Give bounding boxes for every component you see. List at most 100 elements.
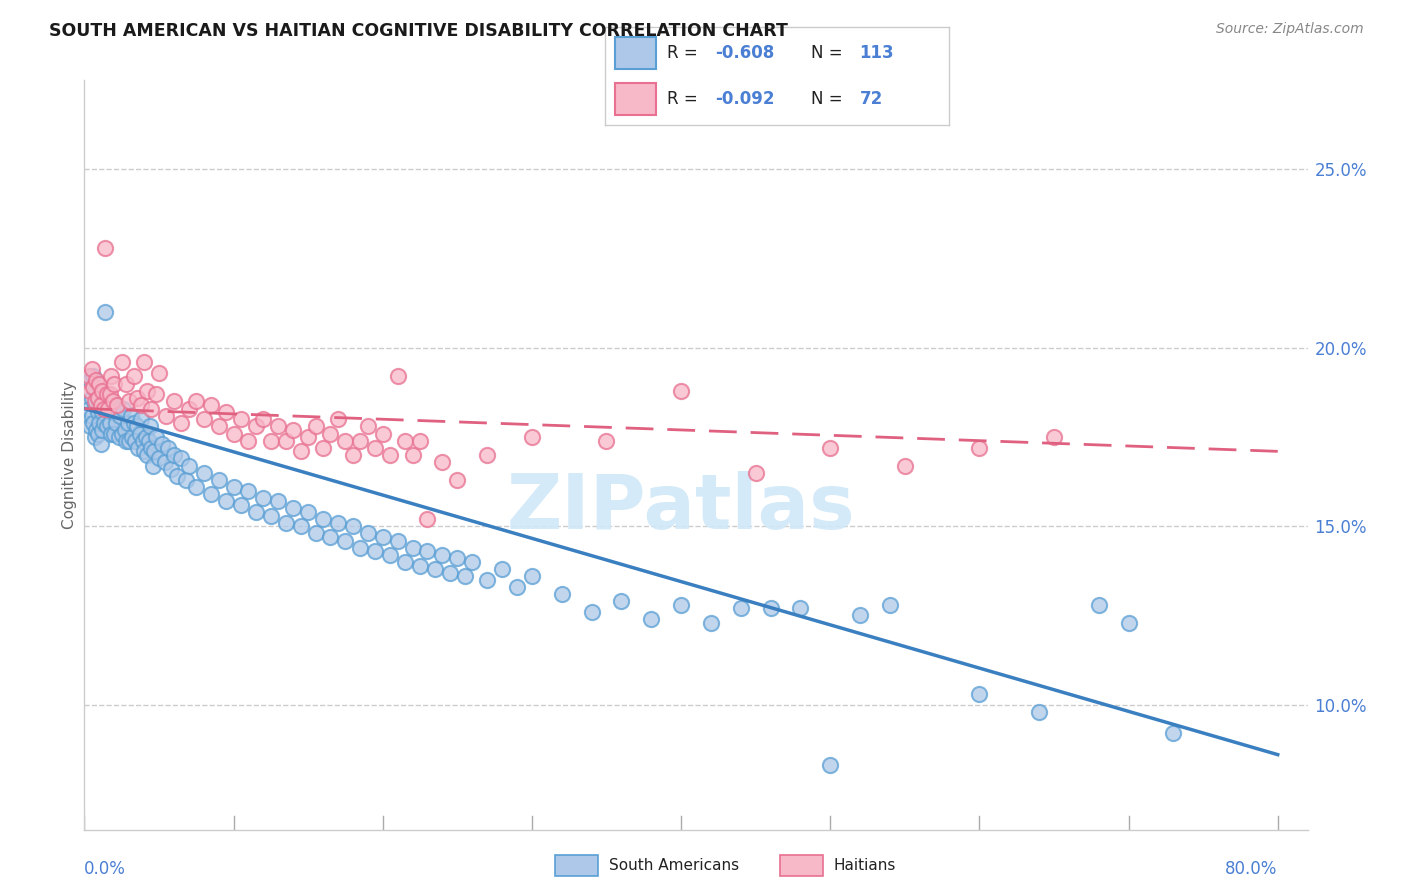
Text: 0.0%: 0.0% <box>84 860 127 878</box>
Point <box>118 434 141 448</box>
Text: South Americans: South Americans <box>609 858 740 872</box>
Point <box>894 458 917 473</box>
Point <box>148 451 170 466</box>
Point <box>319 426 342 441</box>
Point <box>207 473 229 487</box>
Point <box>87 405 110 419</box>
Point <box>475 448 498 462</box>
Point <box>349 541 371 555</box>
Point <box>122 416 145 430</box>
Point <box>82 369 104 384</box>
Point <box>97 401 120 416</box>
Text: R =: R = <box>666 90 703 108</box>
Point <box>669 598 692 612</box>
Point <box>142 458 165 473</box>
Point <box>335 533 357 548</box>
Point <box>101 394 124 409</box>
Point <box>193 412 215 426</box>
Point <box>80 391 103 405</box>
Point <box>79 384 101 398</box>
Point <box>238 483 260 498</box>
Point <box>163 394 186 409</box>
Point <box>84 384 107 398</box>
Point <box>364 544 387 558</box>
Point <box>349 434 371 448</box>
Point <box>96 398 118 412</box>
Point <box>969 687 991 701</box>
Point <box>297 505 319 519</box>
Point <box>475 573 498 587</box>
Point <box>520 569 543 583</box>
Point <box>80 409 103 423</box>
Point <box>304 526 326 541</box>
Bar <box>614 83 657 115</box>
Point <box>127 441 149 455</box>
Point <box>229 412 252 426</box>
Point <box>432 455 454 469</box>
Point <box>79 419 101 434</box>
Point <box>245 505 267 519</box>
Point <box>132 355 155 369</box>
Point <box>143 444 166 458</box>
Point <box>423 562 446 576</box>
Point <box>121 430 143 444</box>
Point <box>114 423 136 437</box>
Point <box>342 448 364 462</box>
Point <box>215 494 238 508</box>
Point <box>730 601 752 615</box>
Point <box>879 598 901 612</box>
Point <box>394 434 416 448</box>
Point <box>89 376 111 391</box>
Point <box>80 362 103 376</box>
Point <box>115 376 138 391</box>
Point <box>818 441 841 455</box>
Point <box>357 526 380 541</box>
Point <box>84 423 107 437</box>
Point <box>461 555 484 569</box>
Point <box>177 458 200 473</box>
Point <box>274 516 297 530</box>
Point <box>506 580 529 594</box>
Point <box>446 473 468 487</box>
Point <box>170 416 193 430</box>
Point <box>581 605 603 619</box>
Text: N =: N = <box>811 44 848 62</box>
Point <box>551 587 574 601</box>
Point <box>818 758 841 772</box>
Point <box>91 423 114 437</box>
Point <box>94 241 117 255</box>
Text: R =: R = <box>666 44 703 62</box>
Point <box>640 612 662 626</box>
Point <box>1028 705 1050 719</box>
Point <box>145 430 167 444</box>
Point <box>82 380 104 394</box>
Point <box>252 412 274 426</box>
Point <box>789 601 811 615</box>
Point <box>222 480 245 494</box>
Text: 80.0%: 80.0% <box>1226 860 1278 878</box>
Text: ZIPatlas: ZIPatlas <box>506 472 855 545</box>
Point <box>759 601 782 615</box>
Point <box>342 519 364 533</box>
Point <box>387 533 409 548</box>
Point <box>229 498 252 512</box>
Text: Haitians: Haitians <box>834 858 896 872</box>
Point <box>135 430 157 444</box>
Point <box>83 394 105 409</box>
Point <box>97 401 120 416</box>
Point <box>103 376 125 391</box>
Point <box>409 558 432 573</box>
Point <box>371 530 394 544</box>
Point <box>595 434 617 448</box>
Point <box>1087 598 1109 612</box>
Point <box>170 451 193 466</box>
Point <box>267 494 290 508</box>
Point <box>335 434 357 448</box>
Point <box>104 416 127 430</box>
Point <box>274 434 297 448</box>
Point <box>186 480 208 494</box>
Point <box>115 434 138 448</box>
Point <box>163 448 186 462</box>
Point <box>100 394 122 409</box>
Point <box>380 448 402 462</box>
